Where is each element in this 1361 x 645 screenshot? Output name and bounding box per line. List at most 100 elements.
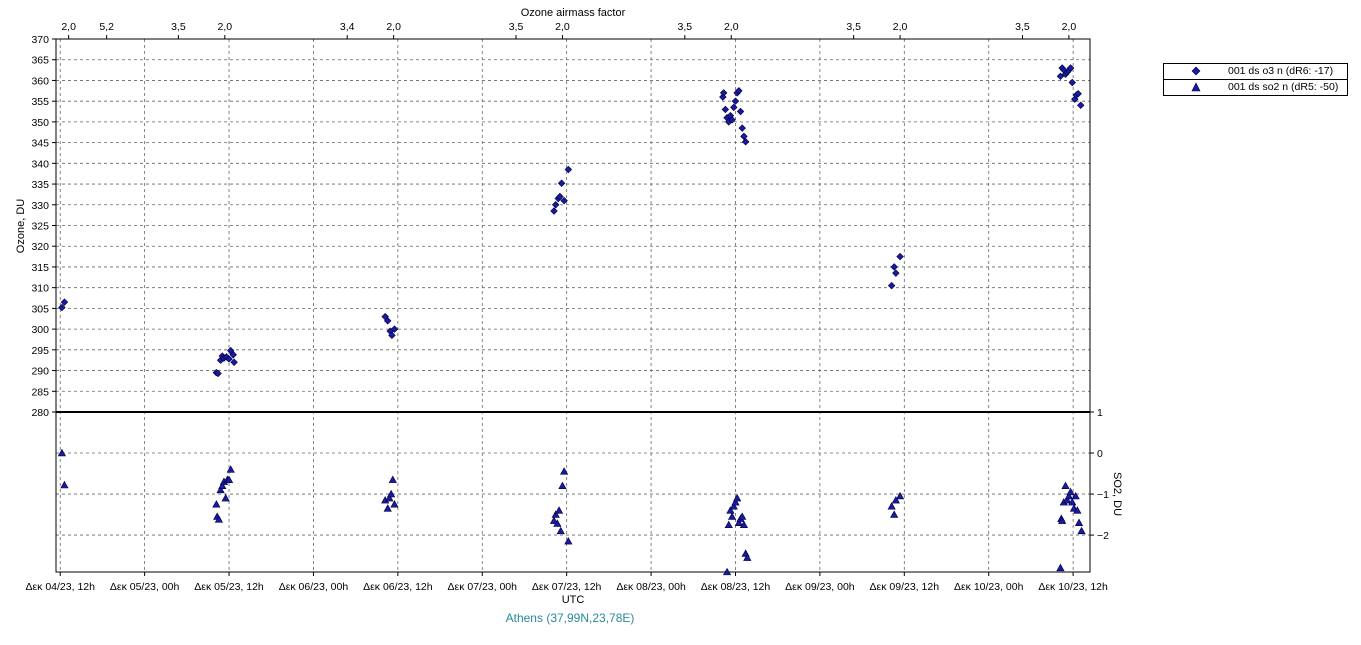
left-tick-label-3: 295: [31, 345, 49, 357]
right-tick-label-2: −1: [1097, 489, 1109, 501]
x-tick-label-3: Δεκ 06/23, 00h: [279, 581, 349, 593]
legend-label-so2: 001 ds so2 n (dR5: -50): [1228, 81, 1339, 93]
o3-point-39: [887, 281, 896, 290]
o3-point-22: [560, 196, 568, 205]
right-tick-label-1: 0: [1097, 448, 1103, 460]
so2-point-39: [887, 502, 896, 510]
o3-point-42: [896, 252, 904, 261]
so2-point-55: [1074, 518, 1084, 526]
left-tick-label-8: 320: [31, 241, 49, 253]
o3-point-50: [1068, 78, 1076, 87]
so2-point-54: [1073, 506, 1082, 514]
so2-point-33: [734, 518, 743, 526]
top-tick-label-7: 2,0: [555, 21, 570, 33]
left-tick-label-14: 350: [31, 117, 49, 129]
so2-point-41: [891, 495, 900, 504]
o3-point-16: [390, 325, 399, 333]
right-axis-ticks: 1 0 −1 −2: [1090, 407, 1109, 542]
so2-point-23: [558, 481, 567, 490]
o3-point-31: [730, 103, 738, 112]
so2-point-53: [1071, 491, 1080, 500]
so2-point-11: [226, 465, 235, 473]
left-tick-label-4: 300: [31, 324, 49, 336]
top-tick-label-1: 5,2: [99, 21, 114, 33]
so2-point-48: [1063, 495, 1072, 504]
so2-point-8: [221, 493, 230, 502]
left-tick-label-18: 370: [31, 34, 49, 46]
triangle-marker-icon: [1191, 82, 1201, 92]
x-tick-label-1: Δεκ 05/23, 00h: [110, 581, 180, 593]
left-tick-label-15: 355: [31, 96, 49, 108]
o3-point-25: [719, 89, 728, 97]
so2-point-20: [553, 519, 562, 527]
so2-point-16: [388, 475, 397, 483]
x-tick-label-5: Δεκ 07/23, 00h: [448, 581, 518, 593]
o3-point-30: [728, 116, 736, 124]
o3-point-26: [721, 105, 730, 114]
so2-point-26: [722, 567, 732, 576]
left-tick-label-17: 365: [31, 55, 49, 67]
o3-point-40: [890, 263, 898, 271]
left-tick-label-0: 280: [31, 407, 49, 419]
o3-point-10: [229, 351, 237, 359]
o3-point-49: [1066, 64, 1075, 72]
so2-point-47: [1061, 481, 1070, 490]
top-tick-label-6: 3,5: [509, 21, 524, 33]
so2-point-4: [214, 515, 224, 523]
so2-point-42: [895, 491, 905, 500]
o3-point-43: [1056, 72, 1065, 81]
x-tick-label-7: Δεκ 08/23, 00h: [616, 581, 686, 593]
so2-point-6: [218, 481, 227, 490]
top-tick-label-4: 3,4: [340, 21, 355, 33]
left-tick-label-10: 330: [31, 200, 49, 212]
o3-point-21: [557, 179, 566, 187]
o3-point-11: [230, 358, 238, 366]
top-tick-label-0: 2,0: [61, 21, 76, 33]
o3-point-36: [738, 124, 746, 132]
o3-point-53: [1074, 89, 1082, 98]
o3-point-3: [214, 369, 222, 378]
x-tick-label-2: Δεκ 05/23, 12h: [194, 581, 264, 593]
top-tick-label-13: 2,0: [1062, 21, 1077, 33]
so2-point-21: [554, 506, 564, 514]
so2-point-28: [726, 506, 735, 514]
x-tick-label-0: Δεκ 04/23, 12h: [25, 581, 95, 593]
so2-point-10: [224, 475, 234, 483]
left-tick-label-9: 325: [31, 221, 49, 233]
left-tick-label-7: 315: [31, 262, 49, 274]
top-tick-label-9: 2,0: [724, 21, 739, 33]
x-tick-label-12: Δεκ 10/23, 12h: [1038, 581, 1108, 593]
x-tick-label-9: Δεκ 09/23, 00h: [785, 581, 855, 593]
so2-point-2: [212, 500, 221, 508]
o3-point-20: [556, 192, 564, 201]
left-axis-ticks: 280 285 290 295 300 305 310 315 320 325 330 335 340 3…: [31, 34, 56, 419]
so2-point-35: [738, 512, 747, 520]
o3-point-17: [550, 207, 558, 215]
legend: 001 ds o3 n (dR6: -17) 001 ds so2 n (dR5…: [1163, 63, 1348, 96]
x-axis-title: UTC: [562, 594, 585, 606]
x-axis-ticks: Δεκ 04/23, 12h Δεκ 05/23, 00h Δεκ 05/23, 1…: [25, 572, 1108, 593]
left-tick-label-11: 335: [31, 179, 49, 191]
left-tick-label-13: 345: [31, 138, 49, 150]
top-tick-label-3: 2,0: [218, 21, 233, 33]
left-tick-label-12: 340: [31, 158, 49, 170]
left-tick-label-16: 360: [31, 75, 49, 87]
so2-point-24: [560, 467, 569, 475]
so2-point-32: [733, 493, 742, 502]
legend-item-o3: 001 ds o3 n (dR6: -17): [1164, 64, 1347, 79]
top-axis-title: Ozone airmass factor: [521, 7, 626, 19]
legend-item-so2: 001 ds so2 n (dR5: -50): [1164, 79, 1347, 95]
o3-point-15: [388, 331, 396, 340]
o3-point-32: [731, 97, 740, 105]
diamond-marker-icon: [1191, 66, 1201, 76]
x-tick-label-6: Δεκ 07/23, 12h: [532, 581, 602, 593]
left-tick-label-5: 305: [31, 303, 49, 315]
so2-point-49: [1064, 491, 1074, 500]
o3-point-41: [892, 269, 900, 277]
so2-point-25: [564, 537, 573, 545]
so2-point-13: [383, 504, 392, 512]
left-tick-label-6: 310: [31, 283, 49, 295]
o3-point-0: [58, 303, 66, 312]
o3-point-13: [383, 317, 392, 325]
